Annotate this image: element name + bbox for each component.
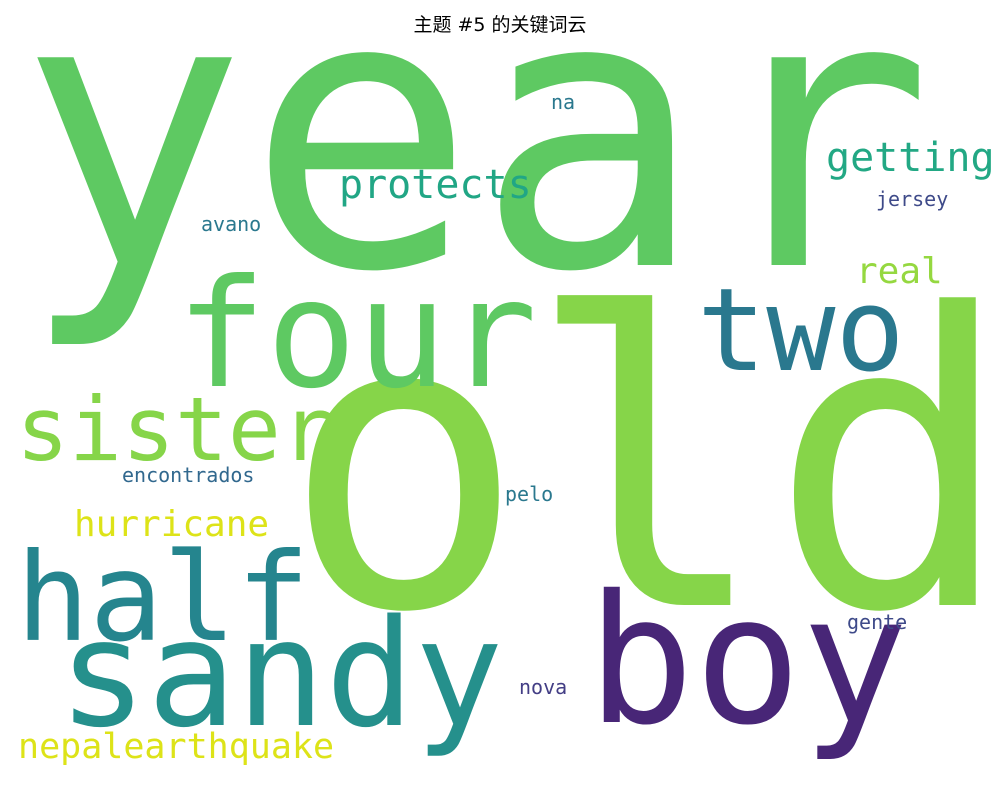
- word-nova: nova: [519, 675, 567, 699]
- word-sister: sister: [16, 378, 334, 481]
- word-half: half: [16, 527, 310, 669]
- word-protects: protects: [339, 162, 532, 208]
- word-jersey: jersey: [876, 187, 948, 211]
- word-boy: boy: [587, 557, 909, 764]
- word-four: four: [176, 248, 537, 422]
- word-getting: getting: [826, 135, 995, 181]
- word-two: two: [697, 264, 905, 398]
- word-na: na: [551, 90, 575, 114]
- word-real: real: [856, 251, 943, 292]
- word-year: year: [18, 0, 933, 355]
- word-nepalearthquake: nepalearthquake: [18, 727, 334, 767]
- page-title: 主题 #5 的关键词云: [413, 14, 587, 36]
- word-encontrados: encontrados: [122, 463, 254, 487]
- word-old: old: [282, 229, 1000, 701]
- word-pelo: pelo: [505, 482, 553, 506]
- word-hurricane: hurricane: [74, 504, 269, 545]
- word-avano: avano: [201, 212, 261, 236]
- word-sandy: sandy: [58, 588, 504, 760]
- word-gente: gente: [847, 610, 907, 634]
